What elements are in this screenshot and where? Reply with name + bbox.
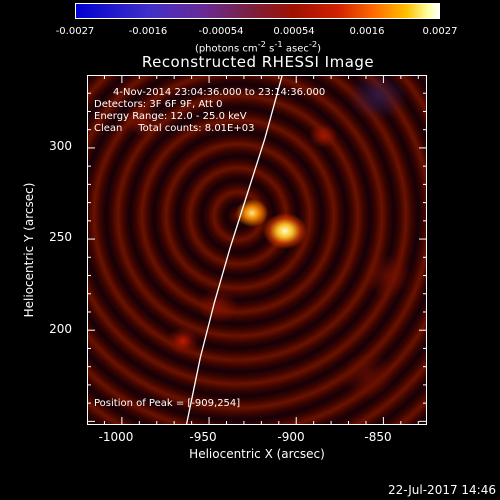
- timestamp: 22-Jul-2017 14:46: [387, 483, 496, 497]
- x-tick-label: -1000: [98, 430, 134, 444]
- x-axis-label: Heliocentric X (arcsec): [189, 447, 325, 461]
- plot-overlay: [87, 75, 427, 425]
- solar-limb-line: [185, 75, 283, 425]
- x-tick-label: -900: [277, 430, 305, 444]
- y-tick-label: 250: [49, 230, 72, 244]
- detectors-text: Detectors: 3F 6F 9F, Att 0: [94, 99, 223, 110]
- x-tick-label: -950: [189, 430, 217, 444]
- time-range: 4-Nov-2014 23:04:36.000 to 23:14:36.000: [113, 87, 326, 98]
- chart-title: Reconstructed RHESSI Image: [141, 53, 375, 71]
- heatmap-image: [87, 75, 427, 425]
- y-tick-label: 300: [49, 139, 72, 153]
- energy-range-text: Energy Range: 12.0 - 25.0 keV: [94, 111, 247, 122]
- colorbar-units: (photons cm-2 s-1 asec-2): [194, 39, 322, 55]
- colorbar-tick: 0.0016: [349, 26, 385, 37]
- y-axis-label: Heliocentric Y (arcsec): [22, 182, 36, 318]
- y-tick-label: 200: [49, 322, 72, 336]
- colorbar-tick: 0.00054: [273, 26, 315, 37]
- colorbar-tick: -0.0027: [55, 26, 95, 37]
- x-tick-label: -850: [364, 430, 392, 444]
- colorbar: [75, 3, 440, 19]
- colorbar-tick: -0.00054: [198, 26, 244, 37]
- peak-position: Position of Peak = [-909,254]: [94, 398, 241, 409]
- total-counts-text: Clean Total counts: 8.01E+03: [94, 123, 255, 134]
- colorbar-tick: 0.0027: [422, 26, 458, 37]
- colorbar-tick: -0.0016: [128, 26, 168, 37]
